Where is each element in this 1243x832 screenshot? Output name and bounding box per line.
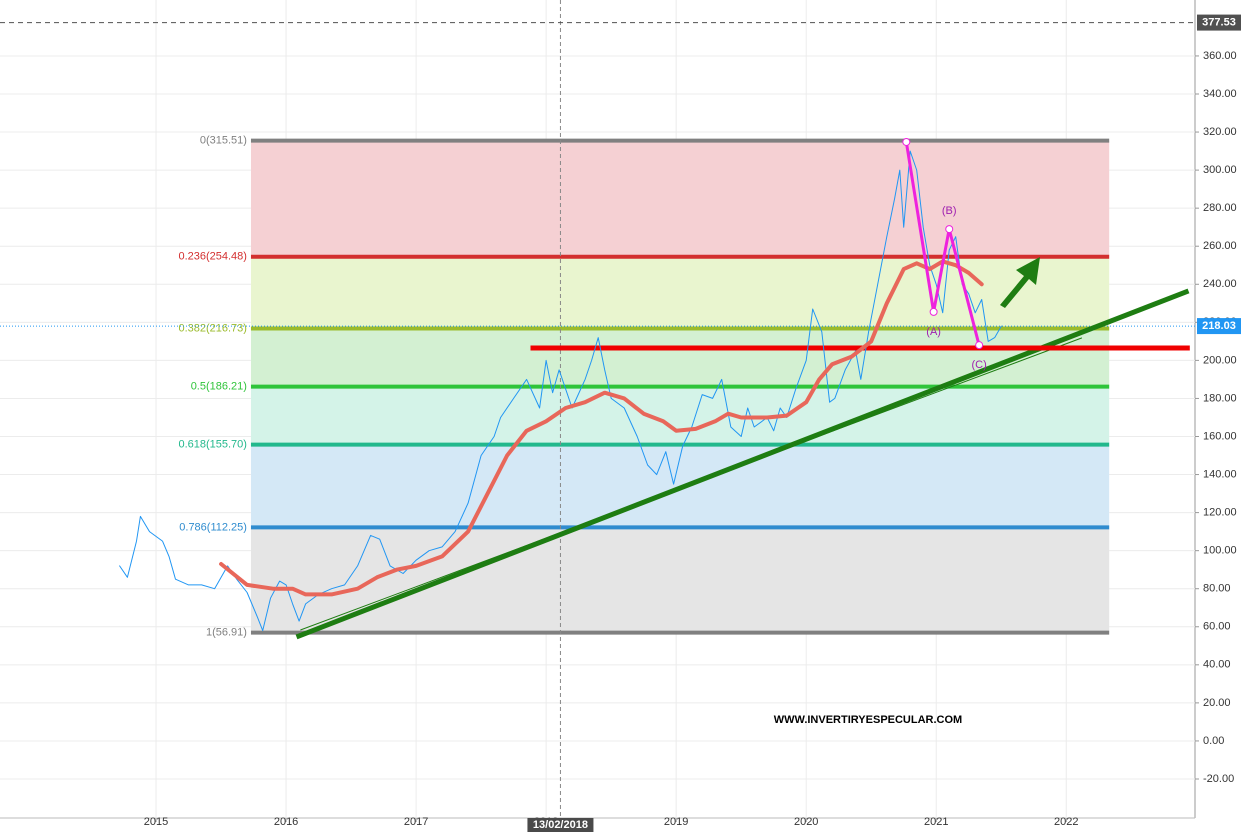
- fib-label: 0(315.51): [200, 135, 247, 147]
- y-tick-label: 280.00: [1203, 202, 1237, 214]
- fib-label: 0.382(216.73): [178, 322, 247, 334]
- y-tick-label: 140.00: [1203, 468, 1237, 480]
- y-tick-label: -20.00: [1203, 773, 1234, 785]
- series-line: [119, 150, 1002, 632]
- y-tick-label: 160.00: [1203, 430, 1237, 442]
- fib-zone: [250, 527, 1110, 633]
- y-tick-label: 200.00: [1203, 354, 1237, 366]
- arrow: [1000, 257, 1040, 308]
- y-tick-label: 360.00: [1203, 50, 1237, 62]
- wave-label: (C): [972, 359, 987, 371]
- y-tick-label: 240.00: [1203, 278, 1237, 290]
- fib-label: 0.236(254.48): [178, 251, 247, 263]
- y-tick-label: 300.00: [1203, 164, 1237, 176]
- wave-point: [975, 341, 984, 350]
- y-tick-label: 100.00: [1203, 545, 1237, 557]
- fib-zone: [250, 256, 1110, 329]
- x-tick-label: 2019: [664, 816, 688, 828]
- y-tick-label: 260.00: [1203, 240, 1237, 252]
- wave-point: [929, 307, 938, 316]
- fib-label: 0.618(155.70): [178, 439, 247, 451]
- fib-label: 0.786(112.25): [179, 521, 247, 533]
- price-label-bg: [1197, 14, 1241, 31]
- wave-line: [904, 141, 981, 346]
- price-label-bg: [1197, 318, 1241, 335]
- x-tick-label: 2020: [794, 816, 818, 828]
- y-tick-label: 340.00: [1203, 88, 1237, 100]
- fib-zone: [250, 328, 1110, 387]
- y-tick-label: 40.00: [1203, 659, 1231, 671]
- x-tick-label: 2021: [924, 816, 948, 828]
- y-tick-label: 60.00: [1203, 621, 1231, 633]
- y-tick-label: 0.00: [1203, 735, 1224, 747]
- y-tick-label: 20.00: [1203, 697, 1231, 709]
- wave-point: [945, 225, 954, 234]
- y-tick-label: 80.00: [1203, 583, 1231, 595]
- y-tick-label: 320.00: [1203, 126, 1237, 138]
- fib-label: 0.5(186.21): [191, 381, 247, 393]
- y-tick-label: 180.00: [1203, 392, 1237, 404]
- x-tick-label: 2017: [404, 816, 428, 828]
- watermark: WWW.INVERTIRYESPECULAR.COM: [774, 714, 962, 726]
- fib-label: 1(56.91): [206, 627, 247, 639]
- price-label: 218.03: [1202, 320, 1236, 332]
- fib-zone: [250, 386, 1110, 445]
- wave-label: (A): [926, 326, 941, 338]
- x-tick-label: 2022: [1054, 816, 1078, 828]
- x-tick-label: 2015: [144, 816, 168, 828]
- crosshair-label: 13/02/2018: [533, 819, 588, 831]
- series-line: [219, 259, 984, 597]
- x-tick-label: 2016: [274, 816, 298, 828]
- crosshair-label-bg: [527, 818, 594, 832]
- trendline: [300, 337, 1083, 631]
- wave-label: (B): [942, 205, 957, 217]
- price-label: 377.53: [1202, 16, 1236, 28]
- wave-point: [902, 137, 911, 146]
- fib-zone: [250, 140, 1110, 257]
- y-tick-label: 120.00: [1203, 507, 1237, 519]
